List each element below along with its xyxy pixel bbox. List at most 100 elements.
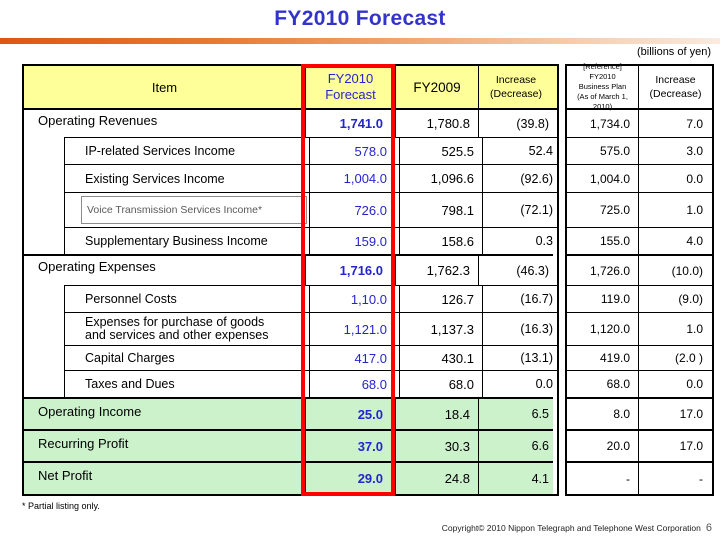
cell-increase: (16.7) (482, 285, 557, 312)
table-row-operating-expenses: Operating Expenses 1,716.0 1,762.3 (46.3… (24, 254, 557, 285)
indent-gutter (24, 137, 64, 164)
row-label: IP-related Services Income (64, 137, 309, 164)
cell-increase: 6.6 (478, 429, 553, 461)
table-row-net-profit: Net Profit 29.0 24.8 4.1 (24, 461, 557, 494)
row-label-wrap: Voice Transmission Services Income* (64, 192, 309, 227)
cell-increase: (16.3) (482, 312, 557, 345)
cell-increase: 6.5 (478, 397, 553, 429)
cell-fy2010: 68.0 (309, 370, 399, 397)
cell-increase: (39.8) (478, 110, 553, 137)
row-label: Net Profit (24, 461, 305, 494)
row-label: Operating Income (24, 397, 305, 429)
cell-fy2010: 726.0 (309, 192, 399, 227)
ref-row-expenses-purchase: 1,120.0 1.0 (567, 312, 712, 345)
cell-ref-increase: 0.0 (638, 370, 712, 397)
cell-ref-increase: 1.0 (638, 312, 712, 345)
column-header-fy2009: FY2009 (395, 66, 478, 108)
ref-row-recurring-profit: 20.0 17.0 (567, 429, 712, 461)
cell-fy2010: 159.0 (309, 227, 399, 254)
cell-fy2010: 37.0 (305, 429, 395, 461)
table-row-recurring-profit: Recurring Profit 37.0 30.3 6.6 (24, 429, 557, 461)
ref-row-voice-transmission: 725.0 1.0 (567, 192, 712, 227)
indent-gutter (24, 312, 64, 345)
indent-gutter (24, 345, 64, 370)
table-row-existing-services: Existing Services Income 1,004.0 1,096.6… (24, 164, 557, 192)
cell-ref-increase: (10.0) (638, 254, 712, 285)
ref-row-operating-income: 8.0 17.0 (567, 397, 712, 429)
cell-plan: 1,734.0 (589, 116, 630, 131)
cell-fy2009: 158.6 (399, 227, 482, 254)
cell-fy2009: 1,096.6 (399, 164, 482, 192)
ref-row-supplementary-business: 155.0 4.0 (567, 227, 712, 254)
table-row-operating-revenues: Operating Revenues 1,741.0 1,780.8 (39.8… (24, 110, 557, 137)
cell-ref-increase: 7.0 (638, 110, 712, 137)
reference-table-header: [Reference] FY2010 Business Plan (As of … (567, 62, 712, 111)
accent-bar (0, 38, 720, 44)
cell-increase: 0.3 (482, 227, 557, 254)
cell-plan: 575.0 (567, 137, 638, 164)
cell-increase: (46.3) (478, 254, 553, 285)
cell-fy2009: 68.0 (399, 370, 482, 397)
column-header-ref-increase: Increase (Decrease) (638, 66, 712, 108)
row-label: Taxes and Dues (64, 370, 309, 397)
cell-fy2010: 578.0 (309, 137, 399, 164)
ref-row-ip-related-services: 575.0 3.0 (567, 137, 712, 164)
cell-fy2009: 18.4 (395, 397, 478, 429)
ref-row-capital-charges: 419.0 (2.0 ) (567, 345, 712, 370)
cell-plan: 1,004.0 (567, 164, 638, 192)
indent-gutter (24, 164, 64, 192)
cell-fy2009: 1,137.3 (399, 312, 482, 345)
unit-note: (billions of yen) (637, 46, 711, 58)
cell-plan: 20.0 (567, 429, 638, 461)
cell-ref-increase: 4.0 (638, 227, 712, 254)
cell-fy2009: 798.1 (399, 192, 482, 227)
cell-ref-increase: 3.0 (638, 137, 712, 164)
cell-fy2010: 1,741.0 (305, 110, 395, 137)
cell-plan: 119.0 (567, 285, 638, 312)
ref-row-taxes-and-dues: 68.0 0.0 (567, 370, 712, 397)
cell-ref-increase: (9.0) (638, 285, 712, 312)
row-label: Recurring Profit (24, 429, 305, 461)
cell-ref-increase: 17.0 (638, 429, 712, 461)
cell-fy2010: 1,121.0 (309, 312, 399, 345)
cell-fy2010: 1,10.0 (309, 285, 399, 312)
cell-plan: 68.0 (567, 370, 638, 397)
table-row-personnel-costs: Personnel Costs 1,10.0 126.7 (16.7) (24, 285, 557, 312)
table-row-supplementary-business: Supplementary Business Income 159.0 158.… (24, 227, 557, 254)
cell-ref-increase: 17.0 (638, 397, 712, 429)
cell-fy2009: 126.7 (399, 285, 482, 312)
cell-plan: 155.0 (567, 227, 638, 254)
cell-plan: 1,726.0 (567, 254, 638, 285)
forecast-table-header: Item FY2010 Forecast FY2009 Increase (De… (24, 66, 557, 110)
cell-increase: (13.1) (482, 345, 557, 370)
column-header-fy2010-forecast: FY2010 Forecast (305, 66, 395, 108)
indent-gutter (24, 370, 64, 397)
cell-fy2009: 30.3 (395, 429, 478, 461)
cell-plan: - (567, 461, 638, 494)
table-row-voice-transmission: Voice Transmission Services Income* 726.… (24, 192, 557, 227)
cell-fy2010: 1,004.0 (309, 164, 399, 192)
cell-fy2010: 29.0 (305, 461, 395, 494)
cell-fy2010: 1,716.0 (305, 254, 395, 285)
row-label: Supplementary Business Income (64, 227, 309, 254)
cell-plan: 725.0 (567, 192, 638, 227)
row-label: Operating Expenses (24, 254, 305, 285)
indent-gutter (24, 192, 64, 227)
row-label: Expenses for purchase of goods and servi… (64, 312, 309, 345)
cell-increase: 52.4 (482, 137, 557, 164)
ref-row-personnel-costs: 119.0 (9.0) (567, 285, 712, 312)
column-header-increase: Increase (Decrease) (478, 66, 553, 108)
row-label: Personnel Costs (64, 285, 309, 312)
cell-fy2009: 525.5 (399, 137, 482, 164)
table-row-expenses-purchase: Expenses for purchase of goods and servi… (24, 312, 557, 345)
table-row-operating-income: Operating Income 25.0 18.4 6.5 (24, 397, 557, 429)
cell-increase: (92.6) (482, 164, 557, 192)
indent-gutter (24, 285, 64, 312)
row-label: Operating Revenues (38, 113, 158, 128)
cell-increase: 4.1 (478, 461, 553, 494)
footer: Copyright© 2010 Nippon Telegraph and Tel… (442, 522, 712, 534)
ref-row-existing-services: 1,004.0 0.0 (567, 164, 712, 192)
row-label: Existing Services Income (64, 164, 309, 192)
footnote: * Partial listing only. (22, 501, 100, 511)
cell-ref-increase: (2.0 ) (638, 345, 712, 370)
